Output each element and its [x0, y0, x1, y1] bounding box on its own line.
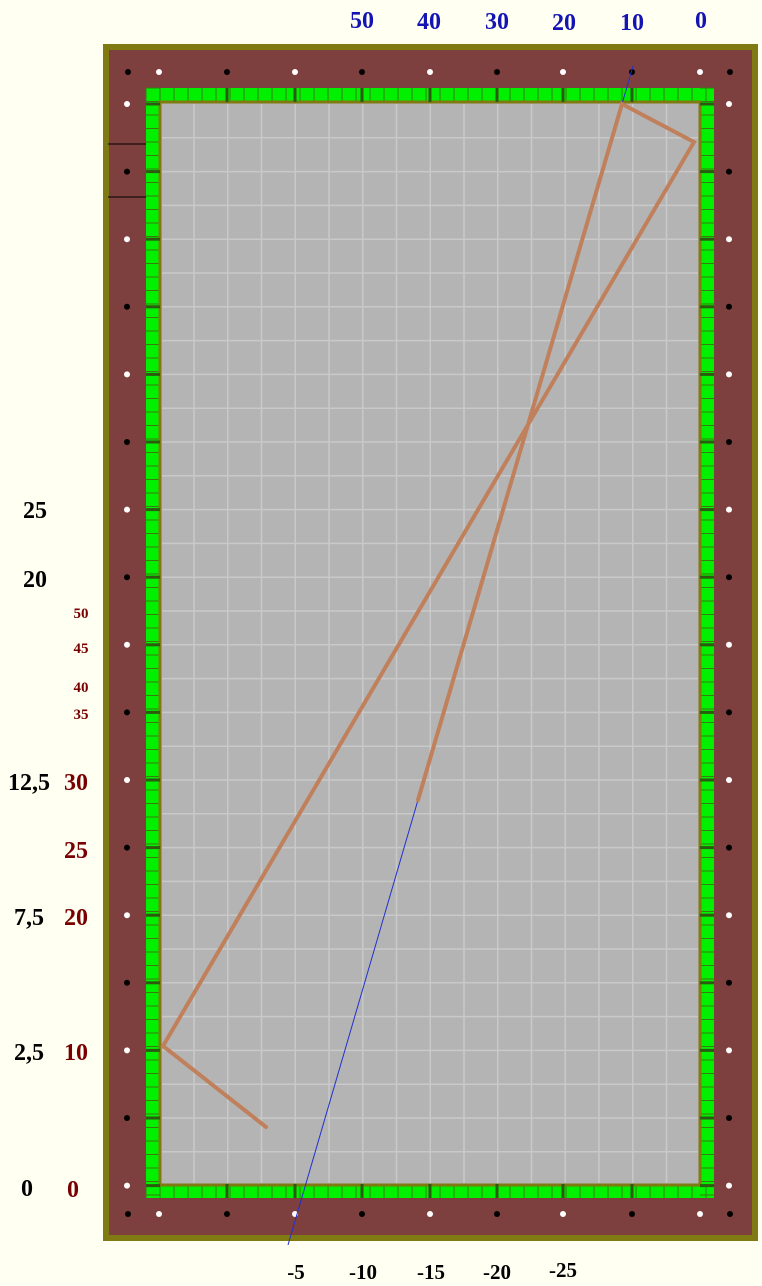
diamond-marker [494, 1211, 500, 1217]
left-black-label: 25 [23, 498, 47, 524]
diamond-marker [494, 69, 500, 75]
diamond-marker [124, 979, 130, 986]
diamond-marker [124, 574, 130, 581]
left-red-label: 45 [74, 641, 89, 657]
diamond-marker [697, 1211, 703, 1217]
bottom-label: -10 [349, 1260, 377, 1284]
diamond-marker [726, 1047, 732, 1054]
diamond-marker [697, 69, 703, 75]
left-black-label: 0 [21, 1176, 33, 1202]
diamond-marker [124, 506, 130, 513]
top-label: 30 [485, 9, 509, 35]
diamond-marker [124, 303, 130, 310]
diamond-marker [124, 1182, 130, 1189]
diamond-marker [726, 101, 732, 107]
diamond-marker [726, 236, 732, 243]
diamond-marker [629, 1211, 635, 1217]
top-label: 40 [417, 9, 441, 35]
diamond-marker [124, 641, 130, 648]
left-black-label: 7,5 [14, 905, 44, 931]
diamond-marker [560, 1211, 566, 1217]
diamond-marker [125, 1211, 131, 1217]
top-label: 0 [695, 8, 707, 34]
left-red-label: 25 [64, 838, 88, 864]
diamond-marker [726, 777, 732, 783]
bottom-label: -15 [417, 1260, 445, 1284]
diamond-marker [125, 69, 131, 75]
bottom-label: -20 [483, 1260, 511, 1284]
diamond-marker [726, 168, 732, 175]
top-label: 20 [552, 10, 576, 36]
diamond-marker [726, 912, 732, 919]
top-label: 10 [620, 10, 644, 36]
diamond-marker [726, 1182, 732, 1189]
diamond-marker [359, 69, 365, 75]
left-red-label: 30 [64, 770, 88, 796]
diamond-marker [124, 236, 130, 243]
diamond-marker [124, 709, 130, 716]
diamond-marker [726, 641, 732, 648]
bottom-label: -25 [549, 1258, 577, 1282]
left-red-label: 40 [74, 680, 89, 696]
diamond-marker [224, 69, 230, 75]
left-red-label: 50 [74, 606, 89, 622]
left-black-label: 2,5 [14, 1040, 44, 1066]
top-label: 50 [350, 8, 374, 34]
diamond-marker [726, 303, 732, 310]
diamond-marker [726, 574, 732, 581]
aim-line [621, 65, 634, 105]
diamond-marker [726, 439, 732, 445]
diamond-marker [292, 69, 298, 75]
left-black-label: 12,5 [8, 770, 50, 796]
diamond-marker [124, 777, 130, 783]
diamond-marker [124, 371, 130, 378]
diamond-marker [726, 979, 732, 986]
diamond-marker [124, 439, 130, 445]
diamond-marker [726, 709, 732, 716]
diamond-marker [124, 168, 130, 175]
aim-line [287, 799, 419, 1246]
diamond-marker [727, 1211, 733, 1217]
diamond-marker [124, 1047, 130, 1054]
left-red-label: 20 [64, 905, 88, 931]
diamond-marker [726, 506, 732, 513]
left-red-label: 10 [64, 1040, 88, 1066]
diamond-marker [156, 1211, 162, 1217]
diamond-marker [359, 1211, 365, 1217]
diamond-marker [124, 912, 130, 919]
diamond-marker [427, 69, 433, 75]
diamond-marker [727, 69, 733, 75]
ball-path [160, 101, 697, 1129]
left-black-label: 20 [23, 567, 47, 593]
diamond-marker [560, 69, 566, 75]
diamond-marker [427, 1211, 433, 1217]
diamond-marker [726, 844, 732, 851]
diamond-marker [124, 101, 130, 107]
diamond-marker [124, 844, 130, 851]
diamond-marker [156, 69, 162, 75]
left-red-label: 0 [67, 1177, 79, 1203]
left-red-label: 35 [74, 707, 89, 723]
diamond-marker [224, 1211, 230, 1217]
diamond-marker [726, 371, 732, 378]
diamond-marker [124, 1115, 130, 1121]
diamond-marker [726, 1115, 732, 1121]
bottom-label: -5 [287, 1260, 305, 1284]
